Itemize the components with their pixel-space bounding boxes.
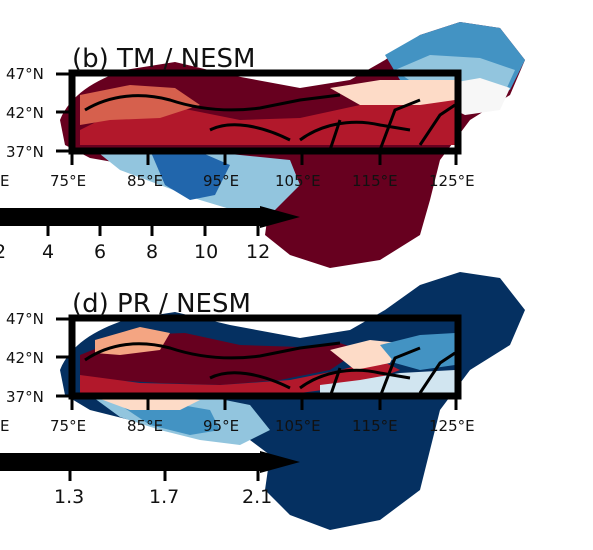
colorbar-label-10: 10 xyxy=(194,241,219,263)
lat-label-37: 37°N xyxy=(6,388,44,406)
colorbar-label-4: 4 xyxy=(42,241,55,263)
colorbar-label-8: 8 xyxy=(146,241,159,263)
colorbar-b xyxy=(0,206,300,228)
lon-label-125: 125°E xyxy=(429,172,475,190)
colorbar-label-12: 12 xyxy=(246,241,271,263)
lon-label-115: 115°E xyxy=(352,417,398,435)
region-peach-b xyxy=(330,80,455,105)
colorbar-label-1-3: 1.3 xyxy=(54,486,85,508)
panel-b-tm-nesm: (b) TM / NESM 47°N 42°N 37°N E 75°E 85°E… xyxy=(0,22,525,268)
region-red-b xyxy=(80,95,455,145)
lon-label-105: 105°E xyxy=(275,417,321,435)
lat-label-37: 37°N xyxy=(6,143,44,161)
tibet-blue-d xyxy=(120,403,220,435)
region-salmon-b xyxy=(80,85,200,125)
boundaries-b xyxy=(84,93,456,151)
region-red-d xyxy=(80,360,400,393)
tibet-darkblue-b xyxy=(150,150,230,200)
colorbar-d xyxy=(0,451,300,473)
lon-label-partial: E xyxy=(0,417,10,435)
region-skyblue-d xyxy=(380,333,455,370)
lon-label-95: 95°E xyxy=(203,417,240,435)
lon-label-115: 115°E xyxy=(352,172,398,190)
colorbar-label-1-7: 1.7 xyxy=(149,486,180,508)
lon-label-105: 105°E xyxy=(275,172,321,190)
lat-label-47: 47°N xyxy=(6,65,44,83)
panel-d-pr-nesm: (d) PR / NESM 47°N 42°N 37°N E 75°E 85°E… xyxy=(0,245,593,550)
lat-label-42: 42°N xyxy=(6,349,44,367)
map-b xyxy=(0,22,525,268)
lon-label-125: 125°E xyxy=(429,417,475,435)
lon-label-partial: E xyxy=(0,172,10,190)
lon-label-85: 85°E xyxy=(127,417,164,435)
lon-label-75: 75°E xyxy=(50,172,87,190)
colorbar-label-2-1: 2.1 xyxy=(242,486,273,508)
panel-b-title: (b) TM / NESM xyxy=(72,44,256,74)
colorbar-label-2: 2 xyxy=(0,241,7,263)
map-d xyxy=(0,272,525,530)
lon-label-85: 85°E xyxy=(127,172,164,190)
lat-label-42: 42°N xyxy=(6,104,44,122)
colorbar-label-6: 6 xyxy=(94,241,107,263)
panel-d-title: (d) PR / NESM xyxy=(72,289,251,319)
lon-label-75: 75°E xyxy=(50,417,87,435)
lon-label-95: 95°E xyxy=(203,172,240,190)
boundaries-d xyxy=(84,341,456,398)
lat-label-47: 47°N xyxy=(6,310,44,328)
